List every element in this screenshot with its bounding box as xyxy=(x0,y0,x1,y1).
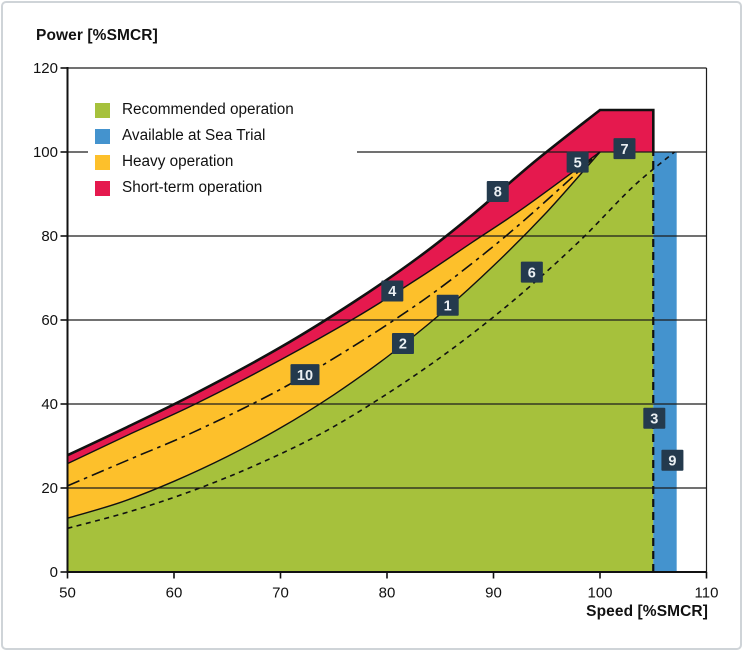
legend-swatch-sea_trial xyxy=(95,128,110,144)
legend-label-heavy: Heavy operation xyxy=(122,153,234,170)
marker-box-2 xyxy=(391,333,414,355)
x-tick-label-80: 80 xyxy=(379,584,396,601)
marker-number-8: 8 xyxy=(494,185,502,201)
x-tick-label-110: 110 xyxy=(695,584,719,601)
legend-item-heavy: Heavy operation xyxy=(95,149,347,175)
marker-box-9 xyxy=(661,449,684,471)
x-tick-label-60: 60 xyxy=(166,584,183,601)
legend-label-recommended: Recommended operation xyxy=(122,101,294,118)
y-tick-label-20: 20 xyxy=(41,480,58,497)
line-number-marker-8: 8 xyxy=(486,180,509,202)
marker-number-4: 4 xyxy=(388,284,396,300)
y-tick-label-80: 80 xyxy=(41,228,58,245)
overload-limit-line-8 xyxy=(66,108,655,457)
marker-number-9: 9 xyxy=(668,453,676,469)
marker-box-4 xyxy=(381,280,404,302)
line-number-marker-9: 9 xyxy=(661,449,684,471)
marker-box-8 xyxy=(486,180,509,202)
marker-box-1 xyxy=(436,294,459,316)
line-number-marker-2: 2 xyxy=(391,333,414,355)
line-number-marker-7: 7 xyxy=(613,138,636,160)
marker-box-10 xyxy=(290,364,320,386)
marker-box-3 xyxy=(643,407,666,429)
legend-label-sea_trial: Available at Sea Trial xyxy=(122,127,266,144)
legend-item-sea_trial: Available at Sea Trial xyxy=(95,123,347,149)
x-tick-label-50: 50 xyxy=(59,584,76,601)
marker-number-10: 10 xyxy=(297,368,313,384)
y-tick-label-40: 40 xyxy=(41,396,58,413)
legend-swatch-recommended xyxy=(95,102,110,118)
marker-number-1: 1 xyxy=(444,299,452,315)
region-available-at-sea-trial xyxy=(653,152,677,572)
x-tick-label-90: 90 xyxy=(485,584,502,601)
marker-number-7: 7 xyxy=(620,142,628,158)
line-number-marker-10: 10 xyxy=(290,364,320,386)
region-recommended-operation xyxy=(67,152,654,572)
legend-swatch-heavy xyxy=(95,154,110,170)
layout-curve-line-10 xyxy=(67,151,601,487)
y-tick-label-100: 100 xyxy=(33,144,58,161)
legend-item-short_term: Short-term operation xyxy=(95,175,347,201)
line-number-marker-4: 4 xyxy=(381,280,404,302)
marker-number-5: 5 xyxy=(574,155,582,171)
y-tick-label-120: 120 xyxy=(33,60,58,77)
marker-box-6 xyxy=(520,261,543,283)
y-axis-title: Power [%SMCR] xyxy=(36,27,158,44)
x-axis-title: Speed [%SMCR] xyxy=(586,603,708,620)
x-tick-label-70: 70 xyxy=(272,584,289,601)
marker-number-3: 3 xyxy=(650,411,658,427)
line-number-marker-6: 6 xyxy=(520,261,543,283)
legend-label-short_term: Short-term operation xyxy=(122,179,263,196)
line-number-marker-3: 3 xyxy=(643,407,666,429)
y-tick-label-60: 60 xyxy=(41,312,58,329)
legend: Recommended operation Available at Sea Tr… xyxy=(88,93,357,205)
line-number-marker-1: 1 xyxy=(436,294,459,316)
legend-swatch-short_term xyxy=(95,180,110,196)
heavy-propeller-curve-lines-1-2 xyxy=(67,151,601,519)
line-number-marker-5: 5 xyxy=(566,151,589,173)
marker-number-2: 2 xyxy=(399,337,407,353)
legend-item-recommended: Recommended operation xyxy=(95,97,347,123)
y-tick-label-0: 0 xyxy=(50,564,58,581)
torque-speed-limit-line-4 xyxy=(67,151,601,465)
marker-box-7 xyxy=(613,138,636,160)
marker-number-6: 6 xyxy=(528,265,536,281)
region-heavy-operation xyxy=(67,152,600,519)
light-propeller-curve-line-6 xyxy=(67,151,676,530)
marker-box-5 xyxy=(566,151,589,173)
x-tick-label-100: 100 xyxy=(587,584,612,601)
